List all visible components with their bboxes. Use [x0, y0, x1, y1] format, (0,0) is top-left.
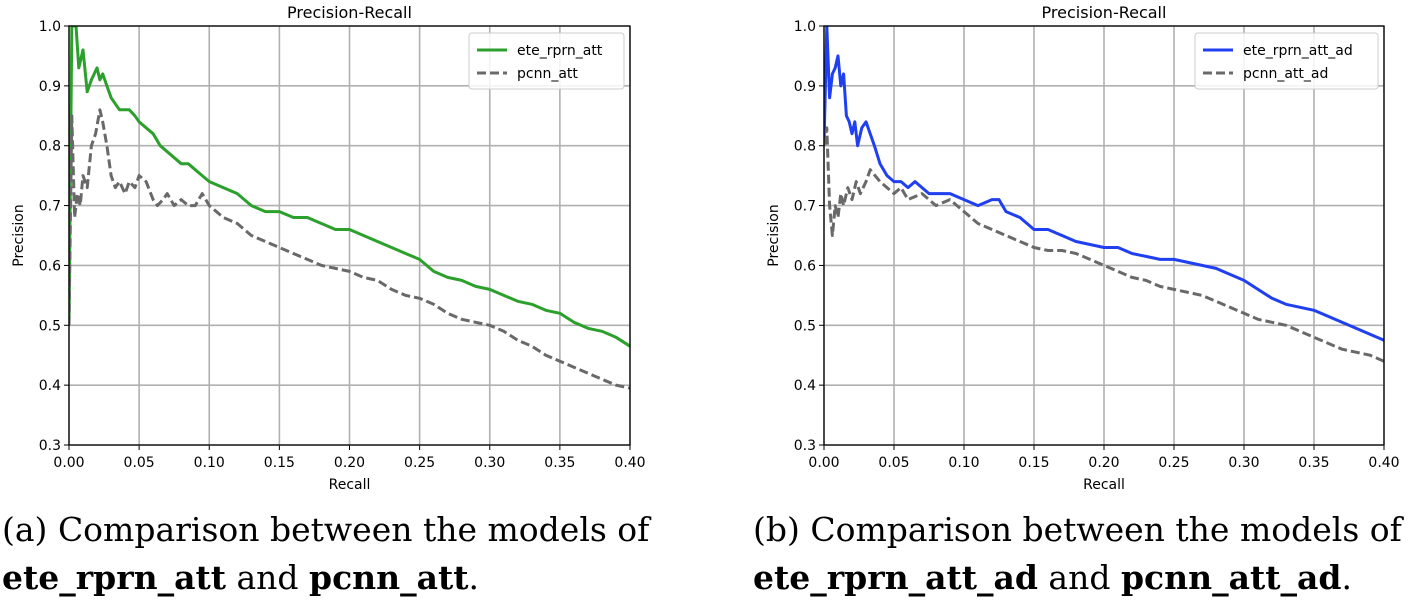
caption-model-2: pcnn_att	[309, 558, 469, 597]
caption-conjunction: and	[1048, 558, 1111, 597]
y-axis-label: Precision	[11, 204, 27, 266]
y-tick-label: 0.4	[39, 378, 61, 394]
legend-label: pcnn_att	[517, 66, 578, 82]
y-tick-label: 0.5	[39, 318, 61, 334]
y-tick-label: 0.8	[794, 139, 816, 155]
chart-title: Precision-Recall	[1042, 3, 1167, 22]
y-axis-label: Precision	[766, 204, 782, 266]
plot-frame	[823, 25, 1385, 446]
series-line-ete-rprn-att-ad	[824, 26, 1384, 342]
y-tick-label: 0.7	[794, 199, 816, 215]
caption-model-2: pcnn_att_ad	[1120, 558, 1342, 597]
legend-box	[468, 32, 625, 90]
y-tick-label: 0.3	[794, 438, 816, 454]
legend-label: ete_rprn_att_ad	[1243, 43, 1353, 59]
plot-frame	[68, 25, 631, 446]
x-tick-label: 0.15	[264, 455, 295, 471]
caption-text: Comparison between the models of	[57, 510, 650, 549]
x-tick-label: 0.15	[1018, 455, 1049, 471]
series-line-pcnn-att	[69, 108, 630, 390]
x-tick-label: 0.35	[544, 455, 575, 471]
legend-label: pcnn_att_ad	[1243, 66, 1328, 82]
figure-a: 0.00 0.05 0.10 0.15 0.20 0.25 0.30 0.35 0.40 0.3 0…	[0, 0, 700, 597]
x-axis-label: Recall	[1083, 477, 1125, 493]
x-tick-label: 0.25	[1158, 455, 1189, 471]
y-tick-label: 0.9	[794, 79, 816, 95]
caption-b: (b) Comparison between the models of ete…	[753, 506, 1402, 602]
y-tick-label: 0.7	[39, 199, 61, 215]
y-tick-label: 0.8	[39, 139, 61, 155]
y-tick-label: 0.5	[794, 318, 816, 334]
caption-label: (a)	[2, 510, 48, 549]
caption-a: (a) Comparison between the models of ete…	[2, 506, 649, 602]
x-tick-label: 0.30	[1228, 455, 1259, 471]
precision-recall-chart-a: 0.00 0.05 0.10 0.15 0.20 0.25 0.30 0.35 0.40 0.3 0…	[11, 3, 646, 493]
y-tick-label: 0.9	[39, 79, 61, 95]
y-tick-label: 0.3	[39, 438, 61, 454]
caption-label: (b)	[753, 510, 800, 549]
x-tick-label: 0.30	[474, 455, 505, 471]
caption-conjunction: and	[236, 558, 299, 597]
x-tick-label: 0.25	[404, 455, 435, 471]
x-tick-label: 0.20	[334, 455, 365, 471]
x-tick-label: 0.05	[124, 455, 155, 471]
series-line-pcnn-att-ad	[824, 126, 1384, 363]
series-line-ete-rprn-att	[69, 26, 630, 348]
figure-b: 0.00 0.05 0.10 0.15 0.20 0.25 0.30 0.35 0.40 0.3 0…	[721, 0, 1421, 597]
legend-box	[1194, 32, 1379, 90]
precision-recall-chart-b: 0.00 0.05 0.10 0.15 0.20 0.25 0.30 0.35 0.40 0.3 0…	[766, 3, 1400, 493]
y-tick-label: 0.4	[794, 378, 816, 394]
x-tick-label: 0.40	[1368, 455, 1399, 471]
x-tick-label: 0.35	[1298, 455, 1329, 471]
caption-model-1: ete_rprn_att_ad	[753, 558, 1038, 597]
x-tick-label: 0.10	[194, 455, 225, 471]
x-tick-label: 0.00	[808, 455, 839, 471]
caption-model-1: ete_rprn_att	[2, 558, 226, 597]
caption-end: .	[468, 558, 480, 597]
x-axis-label: Recall	[329, 477, 371, 493]
y-tick-label: 1.0	[794, 19, 816, 35]
y-tick-label: 0.6	[39, 258, 61, 274]
x-tick-label: 0.10	[948, 455, 979, 471]
x-tick-label: 0.00	[53, 455, 84, 471]
y-tick-label: 1.0	[39, 19, 61, 35]
x-tick-label: 0.05	[878, 455, 909, 471]
x-tick-label: 0.20	[1088, 455, 1119, 471]
caption-end: .	[1341, 558, 1352, 597]
y-tick-label: 0.6	[794, 258, 816, 274]
x-tick-label: 0.40	[614, 455, 645, 471]
caption-text: Comparison between the models of	[810, 510, 1402, 549]
legend-label: ete_rprn_att	[517, 43, 603, 59]
chart-title: Precision-Recall	[287, 3, 412, 22]
